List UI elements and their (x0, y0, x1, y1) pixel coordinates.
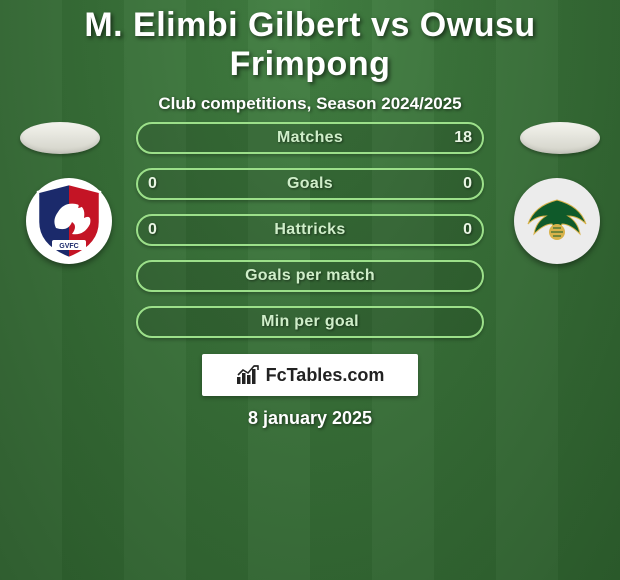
stat-value-right: 0 (463, 221, 472, 239)
stat-value-right: 0 (463, 175, 472, 193)
stat-row-matches: Matches 18 (136, 122, 484, 154)
stat-row-goals-per-match: Goals per match (136, 260, 484, 292)
stat-value-left: 0 (148, 175, 157, 193)
svg-text:GVFC: GVFC (59, 243, 78, 250)
club-crest-left-icon: GVFC (34, 182, 104, 260)
club-crest-right-icon (518, 182, 596, 260)
stat-label: Min per goal (261, 313, 359, 331)
stat-row-min-per-goal: Min per goal (136, 306, 484, 338)
page-title: M. Elimbi Gilbert vs Owusu Frimpong (0, 0, 620, 84)
stat-label: Matches (277, 129, 343, 147)
subtitle: Club competitions, Season 2024/2025 (0, 94, 620, 114)
watermark-text: FcTables.com (266, 365, 385, 386)
stat-label: Goals (287, 175, 333, 193)
stat-label: Goals per match (245, 267, 375, 285)
country-flag-left (20, 122, 100, 154)
country-flag-right (520, 122, 600, 154)
date-stamp: 8 january 2025 (0, 408, 620, 429)
watermark-badge: FcTables.com (202, 354, 418, 396)
club-badge-left: GVFC (26, 178, 112, 264)
club-badge-right (514, 178, 600, 264)
bar-chart-icon (236, 365, 260, 385)
stat-value-left: 0 (148, 221, 157, 239)
stat-label: Hattricks (274, 221, 345, 239)
stat-row-hattricks: 0 Hattricks 0 (136, 214, 484, 246)
stat-value-right: 18 (454, 129, 472, 147)
stat-row-goals: 0 Goals 0 (136, 168, 484, 200)
stats-panel: Matches 18 0 Goals 0 0 Hattricks 0 Goals… (136, 122, 484, 338)
